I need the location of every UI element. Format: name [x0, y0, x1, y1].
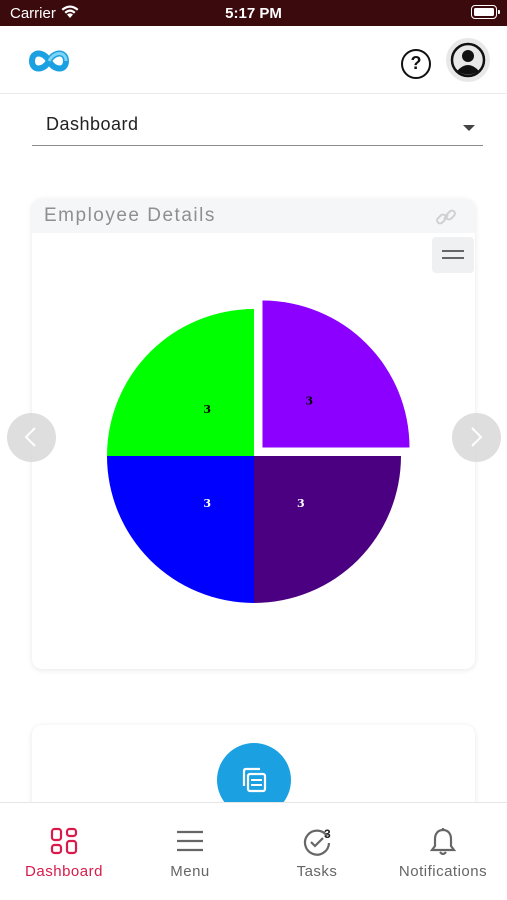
- wifi-icon: [60, 4, 80, 25]
- chevron-left-icon: [24, 427, 36, 447]
- tab-dashboard-label: Dashboard: [25, 863, 103, 880]
- caret-down-icon: [463, 125, 475, 131]
- carousel-next-button[interactable]: [452, 413, 501, 462]
- pie-slice-label-2: 3: [203, 497, 211, 510]
- status-bar: Carrier 5:17 PM: [0, 0, 507, 26]
- chart-menu-button[interactable]: [432, 237, 474, 273]
- dashboard-icon: [1, 827, 127, 861]
- tab-tasks[interactable]: 3 Tasks: [254, 803, 380, 900]
- carousel-prev-button[interactable]: [7, 413, 56, 462]
- card-header: Employee Details: [32, 199, 475, 233]
- app-logo[interactable]: [28, 48, 70, 79]
- chevron-right-icon: [471, 427, 483, 447]
- avatar[interactable]: [446, 38, 490, 82]
- pie-slice-label-1: 3: [297, 497, 305, 510]
- link-icon[interactable]: [435, 206, 457, 233]
- carrier-label: Carrier: [10, 5, 56, 22]
- tab-menu[interactable]: Menu: [127, 803, 253, 900]
- pie-slice-label-0: 3: [305, 395, 313, 408]
- card-title: Employee Details: [44, 205, 216, 226]
- hamburger-icon: [442, 250, 464, 252]
- pie-slice-label-3: 3: [203, 403, 211, 416]
- pie-slice-1[interactable]: [254, 456, 401, 603]
- user-icon: [450, 42, 486, 78]
- dashboard-select-value: Dashboard: [46, 114, 139, 134]
- tab-dashboard[interactable]: Dashboard: [1, 803, 127, 900]
- pie-slice-0[interactable]: [262, 300, 410, 448]
- dashboard-select[interactable]: Dashboard: [32, 103, 483, 146]
- copy-icon: [242, 767, 267, 793]
- tab-menu-label: Menu: [170, 863, 210, 880]
- bottom-tab-bar: Dashboard Menu 3 Tasks: [0, 802, 507, 900]
- tab-notifications[interactable]: Notifications: [380, 803, 506, 900]
- menu-icon: [127, 827, 253, 861]
- tasks-badge: 3: [324, 827, 331, 841]
- employee-pie-chart: 3 3 3 3: [107, 300, 410, 603]
- clock: 5:17 PM: [225, 5, 282, 22]
- app-header: ?: [0, 26, 507, 94]
- help-button[interactable]: ?: [401, 49, 431, 79]
- pie-slice-2[interactable]: [107, 456, 254, 603]
- tab-notifications-label: Notifications: [398, 863, 488, 880]
- battery-icon: [471, 5, 500, 19]
- tasks-icon: [254, 827, 380, 861]
- bell-icon: [380, 827, 506, 861]
- employee-details-card: Employee Details 3 3 3 3: [32, 199, 475, 669]
- pie-slice-3[interactable]: [107, 309, 254, 456]
- tab-tasks-label: Tasks: [296, 863, 338, 880]
